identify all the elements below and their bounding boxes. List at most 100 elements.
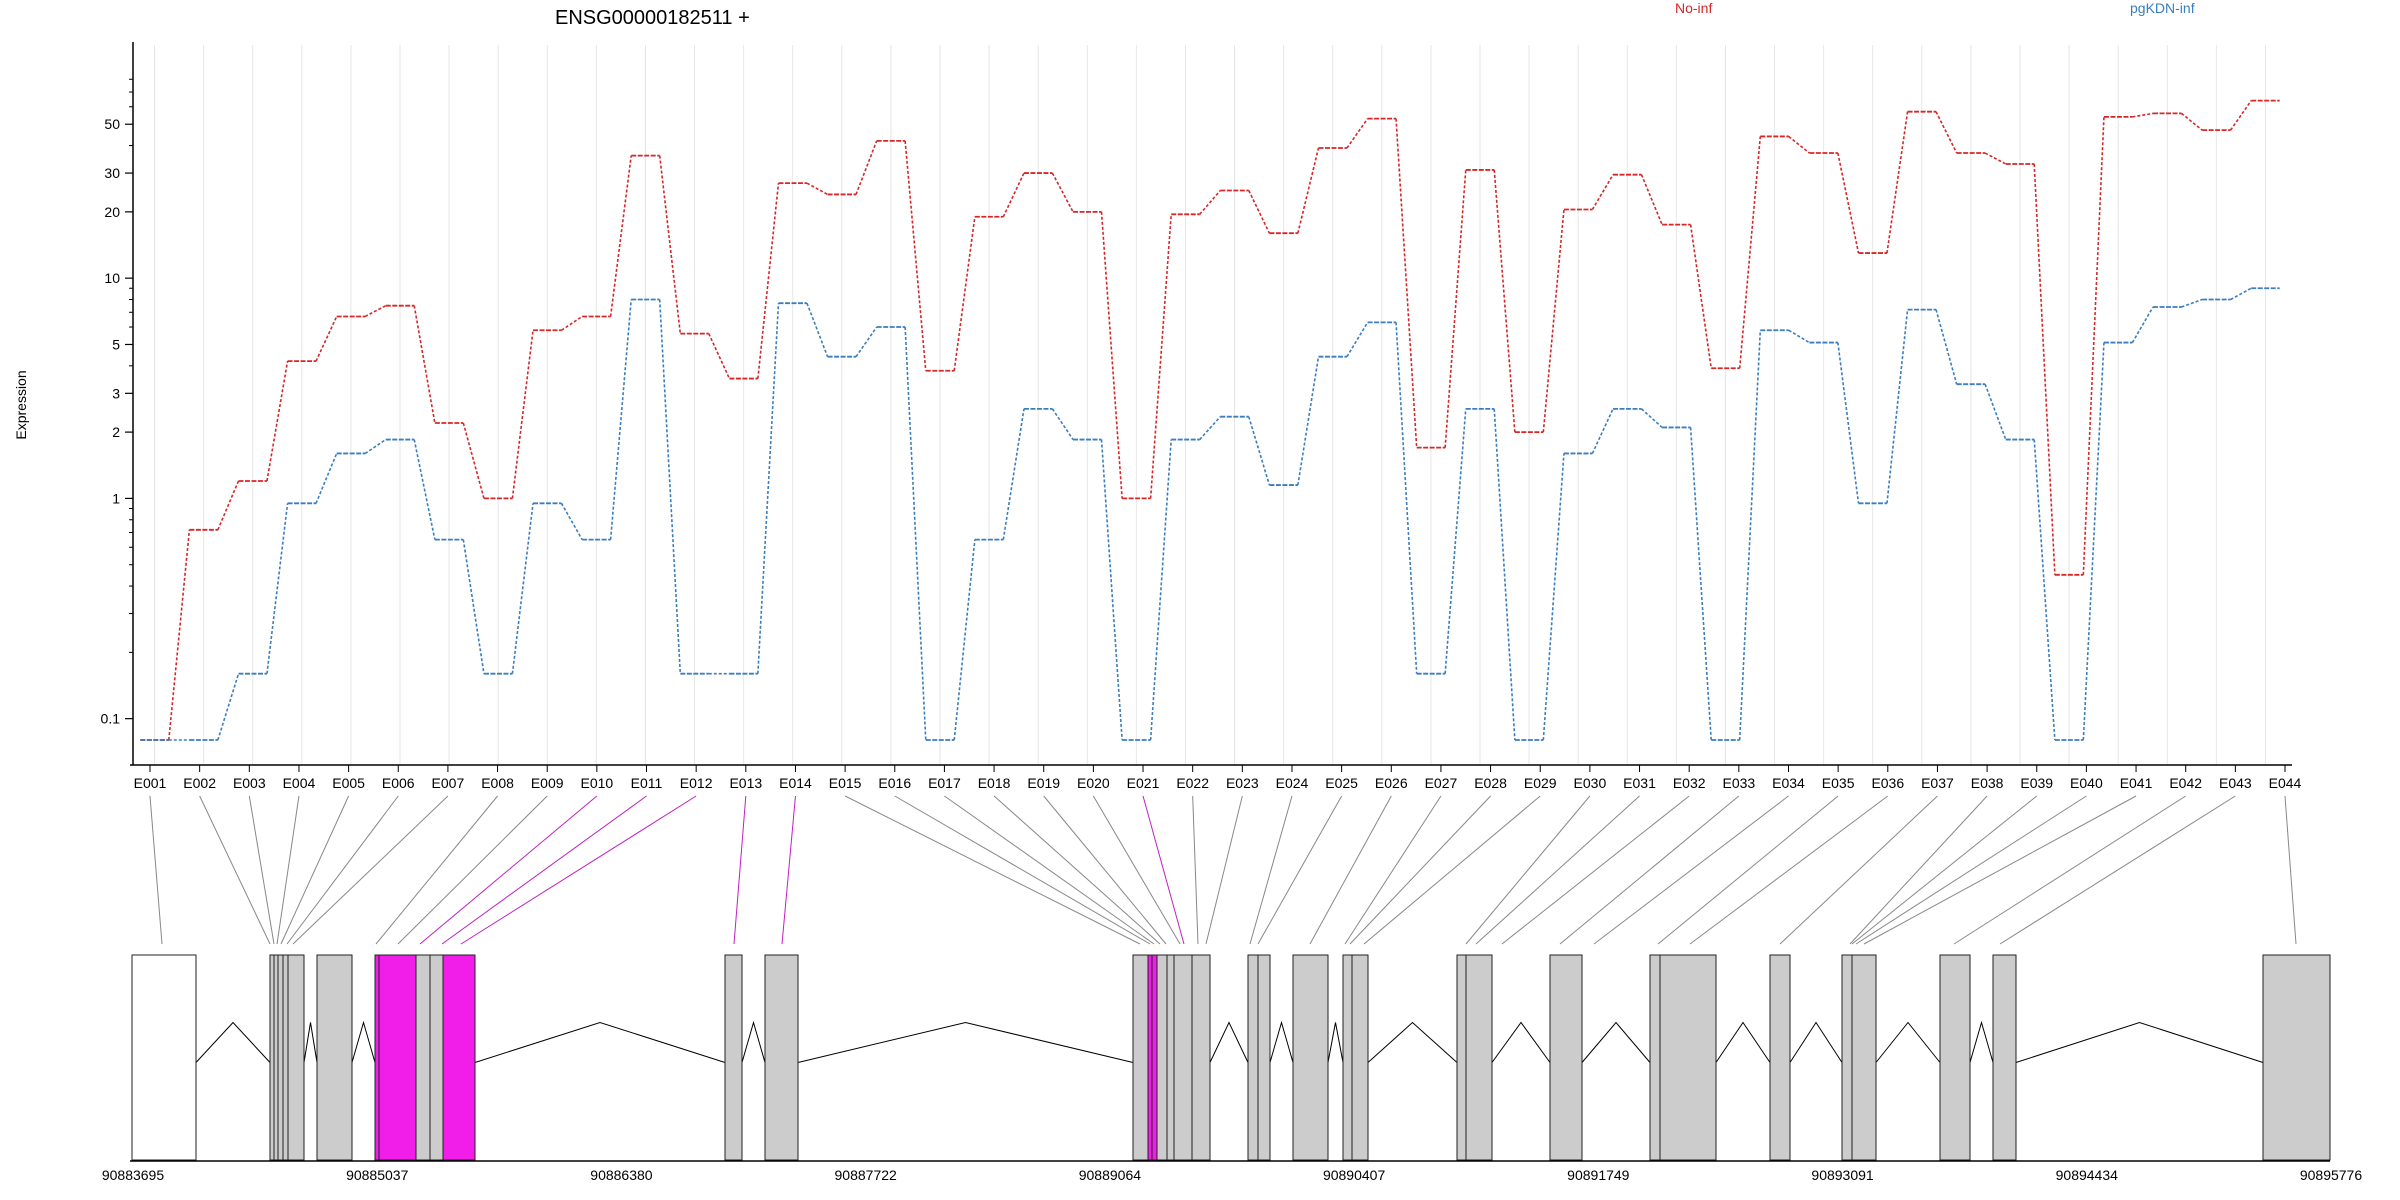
series-transition [1542,453,1565,741]
series-transition [1395,322,1418,674]
intron-line [474,1021,726,1063]
intron-line [195,1021,271,1063]
x-tick-label: E001 [134,775,167,791]
series-transition [1149,439,1173,741]
x-tick-label: E016 [878,775,911,791]
series-transition [1199,416,1221,441]
exon-box [1351,954,1369,1161]
exon-connector [1501,795,1690,945]
exon-box [269,954,275,1161]
gene-model: 90883695 90885037 90886380 90887722 90889064… [102,954,2363,1183]
series-transition [658,299,682,674]
series-transition [1788,135,1810,154]
exon-box [1292,954,1329,1161]
exon-box [277,954,284,1161]
series-transition [953,539,976,741]
x-tick-label: E017 [928,775,961,791]
exon-connector [397,795,548,945]
series-transition [1100,439,1123,741]
genome-coordinate-label: 90886380 [590,1167,653,1183]
series-transition [266,361,289,482]
genome-coordinate-label: 90895776 [2300,1167,2363,1183]
exon-box [1992,954,2017,1161]
exon-connector [375,795,498,945]
series-transition [2181,298,2203,308]
exon-connector [1249,795,1293,945]
series-transition [413,305,436,424]
genome-coordinate-label: 90890407 [1323,1167,1386,1183]
exon-connector [1142,795,1185,945]
series-transition [364,438,387,455]
series-transition [1346,118,1369,149]
series-transition [413,439,436,540]
exon-connector [199,795,271,945]
series-transition [609,155,633,317]
exon-box [1342,954,1353,1161]
series-transition [462,422,485,499]
exon-connector [1363,795,1541,945]
exon-connector [1205,795,1243,945]
exon-connector [1779,795,1938,945]
intron-line [2015,1021,2264,1063]
series-transition [511,503,534,674]
exon-connector [248,795,275,945]
exon-connector [1999,795,2236,945]
exon-box [316,954,353,1161]
series-transition [1149,214,1173,499]
x-tick-label: E029 [1524,775,1557,791]
series-transition [2181,112,2203,131]
exon-box [415,954,431,1161]
series-transition [315,316,338,362]
exon-connector [292,795,449,945]
x-tick-label: E007 [432,775,465,791]
y-tick-label: 50 [104,116,120,132]
series-transition [1689,224,1713,369]
series-transition [1493,169,1516,433]
series-transition [1591,174,1614,210]
y-tick-label: 10 [104,270,120,286]
series-transition [1984,383,2007,440]
exon-connector [1855,795,2087,945]
exon-box [724,954,743,1161]
series-transition [1591,408,1614,454]
intron-line [1269,1020,1294,1063]
series-transition [1002,408,1025,540]
exon-box [282,954,289,1161]
y-tick-label: 5 [112,336,120,352]
x-tick-label: E021 [1127,775,1160,791]
exon-connector [1953,795,2186,945]
x-tick-label: E008 [481,775,514,791]
series-transition [1395,118,1418,448]
series-transition [953,216,976,371]
x-tick-label: E022 [1176,775,1209,791]
x-tick-label: E015 [829,775,862,791]
series-transition [1444,408,1467,674]
series-transition [1837,342,1860,504]
x-tick-label: E004 [283,775,316,791]
series-transition [1444,169,1467,448]
exon-box [1659,954,1717,1161]
series-transition [1297,147,1320,234]
series-transition [1542,209,1565,433]
legend-entry-pgkdn-inf: pgKDN-inf [2130,0,2195,16]
exon-connector [1851,795,2038,945]
exon-connector [280,795,350,945]
exon-connector [1257,795,1343,945]
exon-box [1132,954,1149,1161]
exon-connector [1344,795,1442,945]
exon-connector [733,795,747,945]
series-transition [1788,329,1810,344]
x-tick-label: E034 [1772,775,1805,791]
intron-line [1209,1021,1249,1063]
exon-connector [460,795,697,945]
series-transition [1837,152,1860,254]
genome-coordinate-label: 90883695 [102,1167,165,1183]
exon-box [1841,954,1853,1161]
series-transition [855,140,878,195]
series-transition [1738,136,1762,369]
exon-connector [1349,795,1491,945]
x-tick-label: E025 [1325,775,1358,791]
intron-line [1969,1020,1994,1063]
exon-connector [1465,795,1591,945]
x-tick-label: E009 [531,775,564,791]
